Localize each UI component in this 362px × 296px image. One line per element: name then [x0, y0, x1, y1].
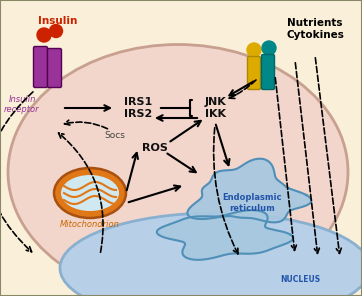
FancyBboxPatch shape: [47, 49, 62, 88]
Circle shape: [262, 41, 276, 55]
Text: JNK
IKK: JNK IKK: [204, 97, 226, 119]
Polygon shape: [188, 159, 311, 222]
FancyBboxPatch shape: [248, 57, 261, 89]
Text: IRS1
IRS2: IRS1 IRS2: [124, 97, 152, 119]
Text: Endoplasmic
reticulum: Endoplasmic reticulum: [222, 193, 282, 213]
Text: Mitochondrion: Mitochondrion: [60, 220, 120, 229]
Ellipse shape: [60, 213, 362, 296]
Text: ROS: ROS: [142, 143, 168, 153]
Text: Nutrients
Cytokines: Nutrients Cytokines: [286, 18, 344, 40]
Text: Socs: Socs: [105, 131, 126, 139]
Text: Insulin
receptor: Insulin receptor: [4, 95, 40, 114]
Circle shape: [247, 43, 261, 57]
Circle shape: [50, 25, 63, 38]
Ellipse shape: [8, 44, 348, 296]
Circle shape: [37, 28, 51, 42]
Text: Insulin: Insulin: [38, 16, 78, 26]
FancyBboxPatch shape: [34, 46, 47, 88]
FancyBboxPatch shape: [261, 54, 274, 89]
Ellipse shape: [61, 175, 119, 211]
Ellipse shape: [54, 168, 126, 218]
Polygon shape: [157, 210, 293, 260]
Text: NUCLEUS: NUCLEUS: [280, 276, 320, 284]
